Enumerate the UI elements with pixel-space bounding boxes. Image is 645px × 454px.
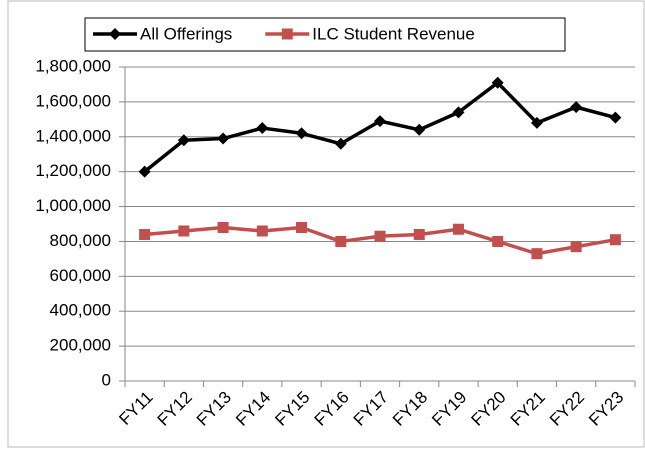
point [217, 221, 229, 233]
point [335, 235, 347, 247]
point [531, 248, 543, 260]
point [452, 223, 464, 235]
y-tick-label: 400,000 [50, 301, 111, 320]
point [177, 134, 190, 147]
point [296, 221, 308, 233]
point [256, 225, 268, 237]
y-tick-label: 800,000 [50, 231, 111, 250]
point [374, 115, 386, 128]
point [413, 228, 425, 240]
legend-box [84, 17, 566, 52]
y-tick-label: 1,400,000 [35, 126, 111, 145]
point [256, 122, 269, 135]
point [609, 234, 621, 246]
y-tick-label: 1,600,000 [35, 91, 111, 110]
point [139, 228, 151, 240]
point [374, 230, 386, 242]
y-tick-label: 1,000,000 [35, 196, 111, 215]
point [109, 28, 121, 40]
point [295, 127, 308, 140]
y-tick-label: 200,000 [50, 336, 111, 355]
point [334, 137, 347, 150]
chart-frame [7, 0, 645, 448]
y-tick-label: 0 [102, 370, 111, 389]
point [178, 225, 190, 237]
point [281, 28, 293, 40]
legend-label: All Offerings [140, 24, 232, 43]
point [492, 235, 504, 247]
y-tick-label: 600,000 [50, 266, 111, 285]
point [491, 76, 504, 89]
point [609, 111, 622, 124]
point [217, 132, 230, 145]
point [452, 106, 465, 119]
y-tick-label: 1,800,000 [35, 56, 111, 75]
point [138, 165, 151, 178]
legend-label: ILC Student Revenue [312, 24, 475, 43]
point [570, 101, 583, 114]
point [413, 123, 426, 136]
point [530, 116, 543, 129]
point [570, 241, 582, 253]
y-tick-label: 1,200,000 [35, 161, 111, 180]
